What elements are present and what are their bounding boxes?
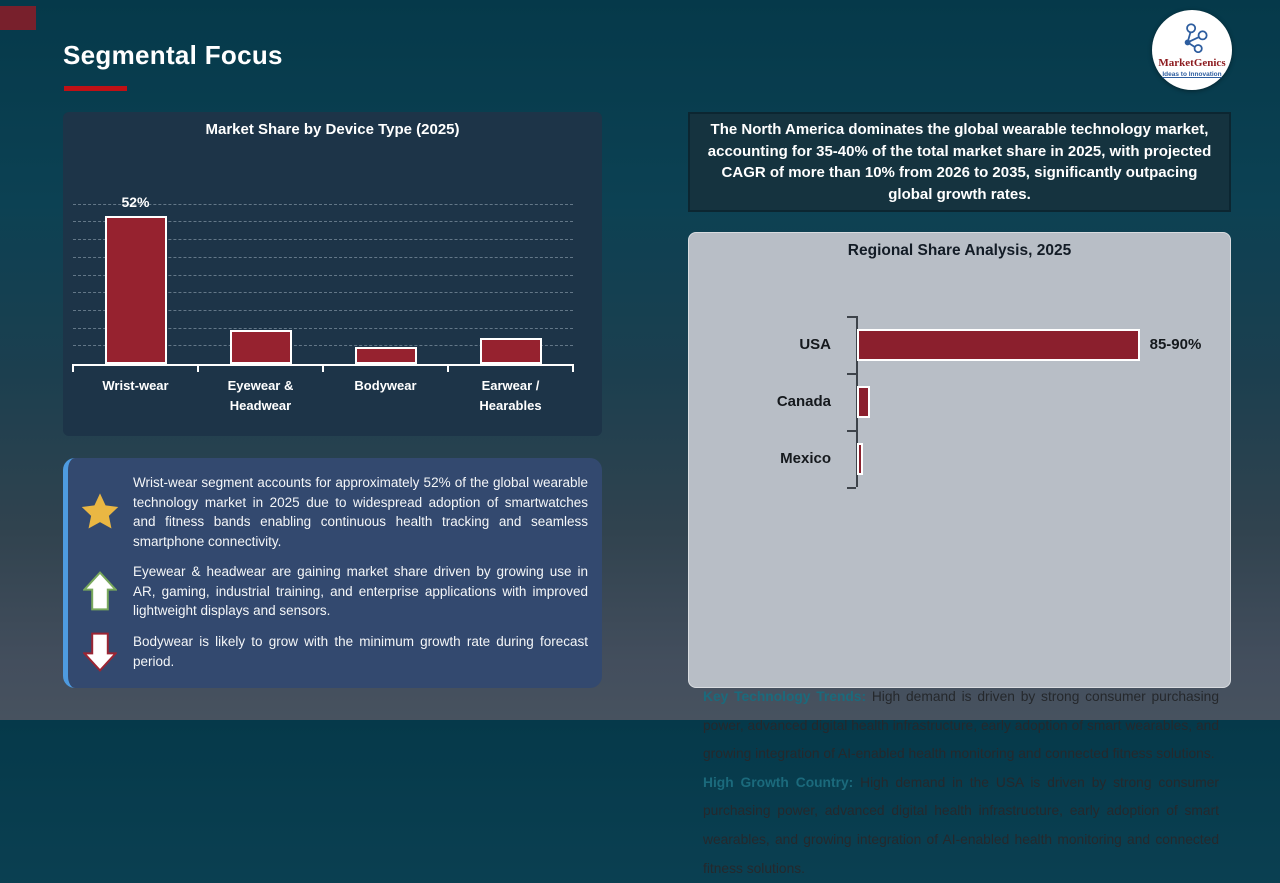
gridline <box>73 345 573 347</box>
x-axis-tick <box>447 366 449 372</box>
insight-box: Wrist-wear segment accounts for approxim… <box>63 458 602 688</box>
hchart-bar-0 <box>857 328 1140 361</box>
star-icon <box>77 492 123 532</box>
hchart-category-label: Canada <box>776 392 831 410</box>
logo-tagline: Ideas to Innovation <box>1162 70 1222 78</box>
vchart-category-label: Bodywear <box>354 378 417 393</box>
y-axis-tick <box>847 487 856 489</box>
gridline <box>73 309 573 311</box>
regional-share-panel: Regional Share Analysis, 2025 USA 85-90% C… <box>688 232 1231 876</box>
gridline <box>73 292 573 294</box>
device-type-chart-panel: Market Share by Device Type (2025) 52% W… <box>63 112 602 436</box>
y-axis-tick <box>847 316 856 318</box>
arrow-down-icon <box>77 632 123 672</box>
corner-accent-shape <box>0 6 36 30</box>
insight-text: Eyewear & headwear are gaining market sh… <box>133 564 588 618</box>
device-type-chart-x-axis <box>72 364 574 366</box>
molecule-icon <box>1174 22 1210 58</box>
insight-item-wristwear: Wrist-wear segment accounts for approxim… <box>77 473 588 551</box>
gridline <box>73 327 573 329</box>
title-underline <box>64 86 127 91</box>
x-axis-tick <box>72 366 74 372</box>
insight-item-bodywear: Bodywear is likely to grow with the mini… <box>77 632 588 672</box>
vchart-category-label: Eyewear & Headwear <box>227 378 294 413</box>
logo-name: MarketGenics <box>1158 56 1226 69</box>
high-growth-country-paragraph: High Growth Country: High demand in the … <box>703 769 1219 883</box>
marketgenics-logo: MarketGenics Ideas to Innovation <box>1152 10 1232 90</box>
high-growth-country-text: High demand in the USA is driven by stro… <box>703 774 1219 876</box>
gridline <box>73 256 573 258</box>
hchart-category-label: Mexico <box>780 449 831 467</box>
vchart-bar-0 <box>104 215 167 364</box>
regional-chart-y-axis <box>856 316 858 487</box>
regional-chart-title: Regional Share Analysis, 2025 <box>847 242 1072 259</box>
device-type-chart-plot: 52% <box>73 172 573 364</box>
gridline <box>73 239 573 241</box>
regional-chart-plot: USA 85-90% Canada Mexico <box>689 271 1230 489</box>
high-growth-country-lead: High Growth Country: <box>703 774 854 790</box>
x-axis-tick <box>197 366 199 372</box>
key-technology-trends-lead: Key Technology Trends: <box>703 689 867 704</box>
vchart-bar-1 <box>229 329 292 364</box>
insight-item-eyewear: Eyewear & headwear are gaining market sh… <box>77 562 588 621</box>
insight-text: Wrist-wear segment accounts for approxim… <box>133 475 588 549</box>
device-type-chart-title: Market Share by Device Type (2025) <box>205 121 460 138</box>
north-america-highlight-text: The North America dominates the global w… <box>707 121 1212 203</box>
y-axis-tick <box>847 373 856 375</box>
hchart-category-label: USA <box>799 335 831 353</box>
vchart-bar-2 <box>354 346 417 364</box>
vchart-bar-label: 52% <box>121 193 150 210</box>
x-axis-tick <box>322 366 324 372</box>
gridline <box>73 274 573 276</box>
north-america-highlight-box: The North America dominates the global w… <box>688 112 1231 212</box>
hchart-bar-1 <box>857 385 870 418</box>
gridline <box>73 221 573 223</box>
hchart-bar-value-label: 85-90% <box>1149 335 1202 353</box>
vchart-category-label: Wrist-wear <box>102 378 169 393</box>
regional-text-block: Key Technology Trends: High demand is dr… <box>703 683 1219 883</box>
arrow-up-icon <box>77 571 123 611</box>
y-axis-tick <box>847 430 856 432</box>
gridline <box>73 203 573 205</box>
key-technology-trends-paragraph: Key Technology Trends: High demand is dr… <box>703 683 1219 769</box>
x-axis-tick <box>572 366 574 372</box>
page-title: Segmental Focus <box>63 40 283 70</box>
device-type-chart-category-labels: Wrist-wear Eyewear & Headwear Bodywear Earw… <box>73 376 573 415</box>
vchart-category-label: Earwear / Hearables <box>479 378 542 413</box>
insight-text: Bodywear is likely to grow with the mini… <box>133 634 588 669</box>
vchart-bar-3 <box>479 338 542 364</box>
hchart-bar-2 <box>857 442 864 475</box>
